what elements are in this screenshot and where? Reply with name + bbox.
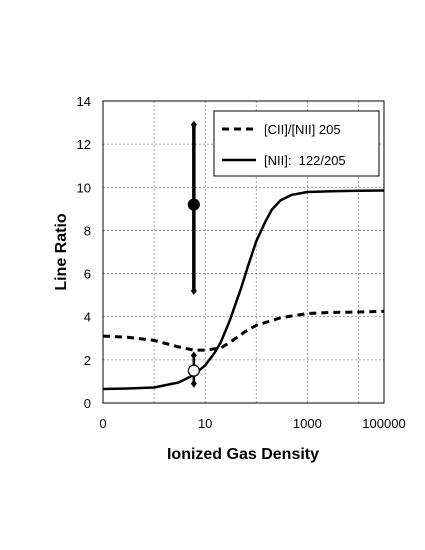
- y-axis-title: Line Ratio: [53, 213, 70, 291]
- measurement-point-open: [187, 364, 200, 377]
- error-bar-cap: [190, 379, 197, 388]
- series-group: [102, 189, 385, 391]
- series-nii-ratio-line: [102, 189, 385, 391]
- y-tick-label: 8: [84, 223, 91, 238]
- error-bar-cap: [190, 286, 197, 295]
- error-bar-cap: [190, 351, 197, 360]
- legend-label-nii-ratio: [NII]: 122/205: [264, 153, 346, 168]
- plot-frame: [102, 100, 385, 404]
- y-tick-label: 4: [84, 310, 91, 325]
- measurement-point-filled: [187, 198, 200, 211]
- x-tick-label: 1000: [293, 416, 322, 431]
- x-tick-label: 10: [198, 416, 212, 431]
- x-axis-title: Ionized Gas Density: [167, 446, 319, 463]
- series-cii-nii-line: [102, 309, 385, 352]
- legend: [CII]/[NII] 205 [NII]: 122/205: [213, 110, 380, 177]
- y-tick-label: 2: [84, 353, 91, 368]
- y-tick-labels: 0 2 4 6 8 10 12 14: [77, 94, 91, 411]
- y-tick-label: 14: [77, 94, 91, 109]
- measurements-group: [187, 120, 200, 388]
- error-bar-cap: [190, 120, 197, 129]
- legend-label-cii-nii: [CII]/[NII] 205: [264, 122, 341, 137]
- y-tick-label: 0: [84, 396, 91, 411]
- y-tick-label: 12: [77, 137, 91, 152]
- legend-box: [213, 110, 380, 177]
- y-tick-label: 10: [77, 180, 91, 195]
- x-tick-labels: 0 10 1000 100000: [99, 416, 405, 431]
- y-tick-label: 6: [84, 267, 91, 282]
- x-tick-label: 100000: [362, 416, 405, 431]
- x-tick-label: 0: [99, 416, 106, 431]
